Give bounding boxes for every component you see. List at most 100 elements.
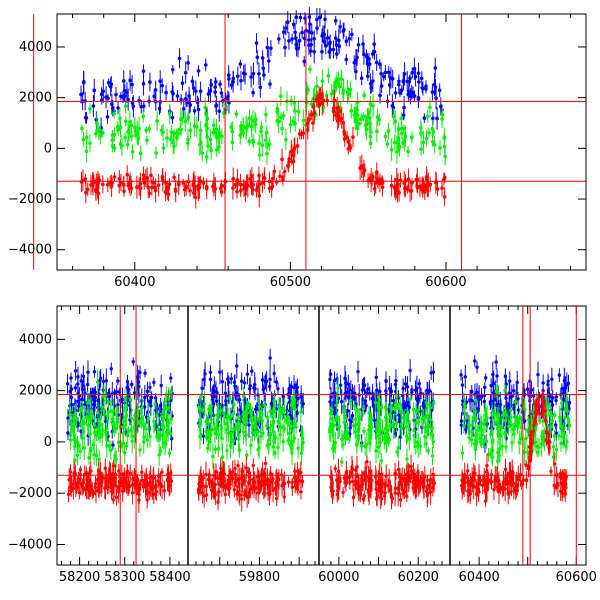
bottom-data-point bbox=[198, 419, 203, 423]
bottom-data-point bbox=[286, 438, 291, 442]
bottom-data-point bbox=[374, 428, 379, 432]
bottom-data-point bbox=[414, 421, 418, 425]
top-data-point bbox=[214, 80, 218, 84]
bottom-data-point bbox=[342, 420, 346, 424]
bottom-data-point bbox=[111, 443, 115, 447]
bottom-data-point bbox=[238, 476, 242, 480]
top-data-point bbox=[262, 73, 266, 77]
top-data-point bbox=[402, 126, 406, 131]
bottom-data-point bbox=[78, 468, 83, 472]
top-data-point bbox=[206, 92, 211, 96]
bottom-data-point bbox=[336, 480, 340, 484]
bottom-data-point bbox=[199, 394, 203, 399]
top-data-point bbox=[266, 59, 271, 63]
top-data-point bbox=[204, 155, 209, 159]
bottom-data-point bbox=[378, 418, 382, 422]
bottom-data-point bbox=[410, 390, 414, 394]
bottom-data-point bbox=[281, 481, 286, 485]
top-data-point bbox=[110, 181, 114, 185]
top-data-point bbox=[412, 67, 417, 71]
bottom-data-point bbox=[381, 481, 385, 486]
bottom-data-point bbox=[253, 419, 258, 423]
bottom-data-point bbox=[241, 394, 246, 398]
top-data-point bbox=[399, 88, 404, 92]
top-data-point bbox=[371, 104, 375, 108]
bottom-data-point bbox=[508, 379, 512, 383]
top-data-point bbox=[403, 185, 408, 190]
bottom-data-point bbox=[215, 390, 219, 395]
top-data-point bbox=[257, 153, 262, 157]
bottom-data-point bbox=[169, 390, 173, 394]
top-data-point bbox=[283, 45, 287, 50]
top-data-point bbox=[164, 90, 168, 95]
top-data-point bbox=[194, 124, 199, 129]
bottom-data-point bbox=[197, 405, 201, 410]
bottom-data-point bbox=[301, 440, 305, 445]
top-data-point bbox=[279, 94, 283, 99]
bottom-data-point bbox=[362, 494, 367, 498]
bottom-data-point bbox=[88, 399, 92, 403]
bottom-data-point bbox=[282, 408, 287, 413]
bottom-x-tick-label: 60200 bbox=[398, 570, 439, 585]
bottom-data-point bbox=[101, 379, 106, 384]
bottom-data-point bbox=[220, 480, 224, 485]
bottom-data-point bbox=[328, 377, 332, 382]
top-data-point bbox=[253, 122, 258, 127]
bottom-data-point bbox=[216, 446, 221, 451]
top-data-point bbox=[84, 190, 88, 195]
bottom-data-point bbox=[273, 409, 277, 414]
top-data-point bbox=[156, 183, 161, 188]
bottom-data-point bbox=[116, 379, 120, 383]
top-data-point bbox=[300, 30, 304, 35]
bottom-data-point bbox=[380, 429, 385, 433]
bottom-data-point bbox=[83, 391, 87, 395]
top-data-point bbox=[99, 125, 103, 130]
top-data-point bbox=[359, 117, 363, 122]
top-data-point bbox=[362, 93, 366, 98]
bottom-data-point bbox=[90, 411, 94, 416]
bottom-data-point bbox=[130, 382, 134, 387]
top-data-point bbox=[275, 119, 280, 123]
bottom-data-point bbox=[550, 396, 555, 400]
bottom-data-point bbox=[353, 417, 358, 421]
top-data-point bbox=[391, 105, 396, 110]
top-data-point bbox=[203, 105, 208, 110]
bottom-data-point bbox=[272, 398, 277, 403]
bottom-data-point bbox=[409, 464, 413, 469]
bottom-data-point bbox=[116, 440, 121, 445]
top-x-tick-label: 60600 bbox=[425, 275, 466, 290]
top-data-point bbox=[213, 85, 218, 89]
bottom-data-point bbox=[120, 483, 124, 488]
bottom-data-point bbox=[236, 463, 240, 468]
bottom-data-point bbox=[348, 480, 352, 484]
bottom-data-point bbox=[200, 491, 205, 495]
bottom-data-point bbox=[100, 480, 104, 484]
bottom-data-point bbox=[215, 476, 220, 480]
top-data-point bbox=[217, 145, 221, 149]
bottom-data-point bbox=[351, 495, 356, 500]
top-data-point bbox=[235, 189, 239, 194]
bottom-data-point bbox=[76, 421, 80, 425]
top-data-point bbox=[188, 188, 192, 193]
bottom-data-point bbox=[398, 402, 402, 406]
top-data-point bbox=[341, 29, 346, 33]
bottom-data-point bbox=[117, 469, 121, 473]
top-data-point bbox=[297, 132, 302, 136]
bottom-data-point bbox=[350, 413, 355, 418]
top-data-point bbox=[149, 173, 153, 178]
bottom-data-point bbox=[296, 446, 300, 450]
bottom-data-point bbox=[242, 493, 247, 497]
top-data-point bbox=[348, 87, 353, 92]
top-data-point bbox=[403, 134, 408, 139]
bottom-data-point bbox=[91, 491, 96, 495]
bottom-data-point bbox=[256, 491, 260, 495]
bottom-data-point bbox=[203, 372, 207, 376]
bottom-data-point bbox=[82, 421, 86, 425]
bottom-data-point bbox=[212, 422, 216, 426]
top-data-point bbox=[258, 85, 263, 90]
top-data-point bbox=[145, 138, 149, 142]
top-data-point bbox=[410, 70, 415, 75]
top-data-point bbox=[208, 137, 213, 142]
bottom-data-point bbox=[349, 389, 353, 393]
bottom-data-point bbox=[128, 398, 133, 402]
